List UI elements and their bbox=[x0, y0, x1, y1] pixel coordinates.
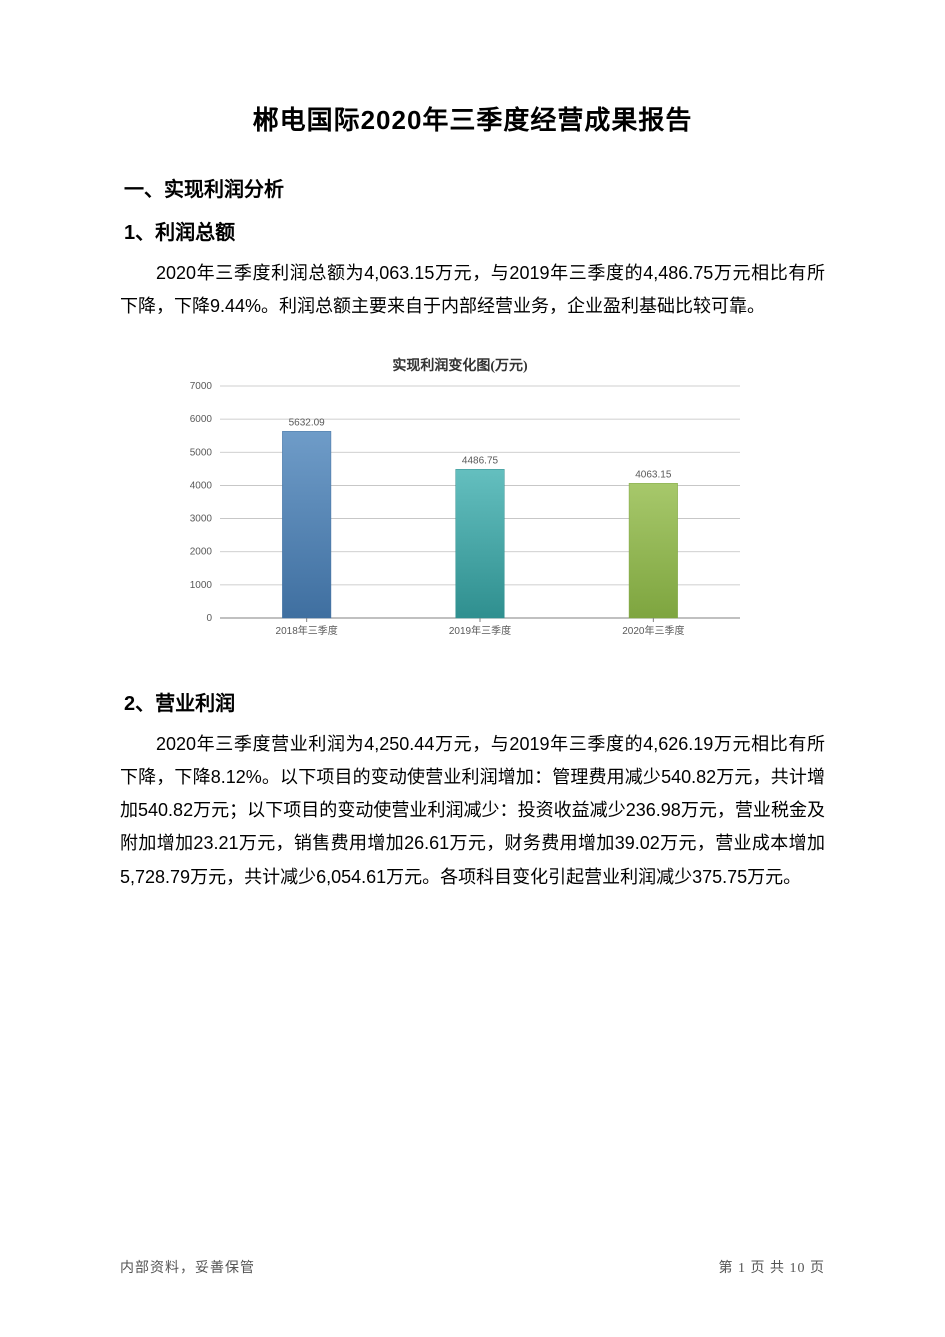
page-footer: 内部资料，妥善保管 第 1 页 共 10 页 bbox=[0, 1257, 945, 1277]
chart-svg: 实现利润变化图(万元) 0 1000 2000 3000 4000 5000 6000 7000… bbox=[160, 352, 760, 652]
footer-confidential-label: 内部资料，妥善保管 bbox=[120, 1257, 255, 1277]
svg-text:0: 0 bbox=[206, 613, 212, 624]
footer-page-number: 第 1 页 共 10 页 bbox=[719, 1257, 826, 1277]
svg-text:4000: 4000 bbox=[190, 480, 213, 491]
document-page: 郴电国际2020年三季度经营成果报告 一、实现利润分析 1、利润总额 2020年… bbox=[0, 0, 945, 894]
paragraph-1: 2020年三季度利润总额为4,063.15万元，与2019年三季度的4,486.… bbox=[120, 257, 825, 324]
svg-text:4486.75: 4486.75 bbox=[462, 455, 499, 466]
svg-text:实现利润变化图(万元): 实现利润变化图(万元) bbox=[392, 357, 528, 374]
subsection-heading-1: 1、利润总额 bbox=[120, 216, 825, 245]
svg-text:3000: 3000 bbox=[190, 513, 213, 524]
paragraph-2: 2020年三季度营业利润为4,250.44万元，与2019年三季度的4,626.… bbox=[120, 728, 825, 894]
profit-bar-chart: 实现利润变化图(万元) 0 1000 2000 3000 4000 5000 6000 7000… bbox=[160, 352, 825, 657]
svg-text:2019年三季度: 2019年三季度 bbox=[449, 624, 511, 637]
document-title: 郴电国际2020年三季度经营成果报告 bbox=[120, 100, 825, 137]
svg-text:2000: 2000 bbox=[190, 546, 213, 557]
svg-text:4063.15: 4063.15 bbox=[635, 469, 672, 480]
svg-text:5632.09: 5632.09 bbox=[289, 417, 326, 428]
svg-text:5000: 5000 bbox=[190, 447, 213, 458]
svg-text:2020年三季度: 2020年三季度 bbox=[622, 624, 684, 637]
svg-text:1000: 1000 bbox=[190, 579, 213, 590]
svg-text:7000: 7000 bbox=[190, 381, 213, 392]
svg-text:6000: 6000 bbox=[190, 414, 213, 425]
subsection-heading-2: 2、营业利润 bbox=[120, 687, 825, 716]
svg-text:2018年三季度: 2018年三季度 bbox=[276, 624, 338, 637]
section-heading-1: 一、实现利润分析 bbox=[120, 173, 825, 202]
